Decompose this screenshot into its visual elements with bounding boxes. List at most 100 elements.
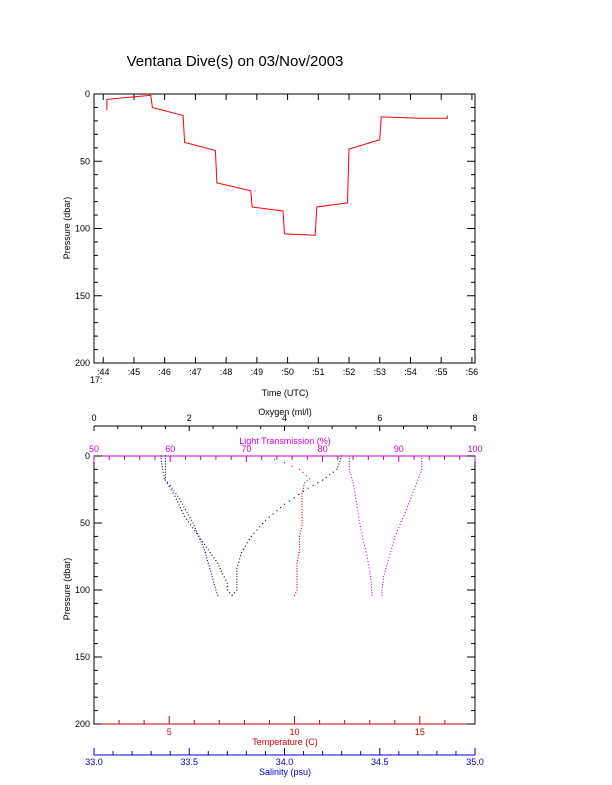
- light_transmission-point: [371, 586, 373, 588]
- oxygen-point: [268, 516, 270, 518]
- top-y-tick-label: 50: [80, 156, 90, 166]
- oxygen-point: [246, 542, 248, 544]
- top-x-tick-label: :49: [251, 367, 264, 377]
- light_transmission-point: [383, 573, 385, 575]
- light_transmission-point: [361, 535, 363, 537]
- oxygen-point: [183, 515, 186, 517]
- light_transmission-point: [382, 584, 384, 586]
- light_transmission-point: [385, 568, 387, 570]
- light_transmission-point: [393, 538, 395, 541]
- light_transmission-point: [354, 494, 356, 496]
- light-transmission-tick-label: 90: [394, 444, 404, 454]
- top-y-tick-label: 150: [75, 291, 90, 301]
- salinity-point: [173, 490, 175, 492]
- light_transmission-point: [409, 500, 411, 502]
- salinity-point: [204, 551, 206, 554]
- oxygen-point: [236, 578, 238, 580]
- oxygen-point: [298, 494, 300, 496]
- temperature-point: [283, 462, 286, 464]
- oxygen-point: [229, 592, 231, 594]
- temperature-point: [301, 525, 303, 527]
- salinity-point: [161, 466, 163, 468]
- light_transmission-point: [366, 554, 368, 556]
- light-transmission-tick-label: 70: [241, 444, 251, 454]
- oxygen-point: [259, 526, 261, 528]
- temperature-point: [291, 465, 293, 467]
- oxygen-point: [164, 479, 166, 481]
- temperature-point: [298, 538, 301, 540]
- top-x-ticks: :44:45:46:47:48:49:50:51:52:53:54:55:56: [97, 94, 478, 377]
- oxygen-point: [202, 541, 204, 543]
- salinity-point: [205, 554, 207, 556]
- light_transmission-point: [390, 550, 392, 552]
- light-transmission-axis-label: Light Transmission (%): [239, 436, 331, 446]
- oxygen-point: [211, 554, 213, 556]
- oxygen-point: [272, 513, 274, 515]
- oxygen-point: [164, 474, 166, 476]
- salinity-point: [161, 463, 163, 465]
- temperature-point: [301, 495, 303, 497]
- salinity-point: [184, 509, 186, 511]
- salinity-point: [210, 573, 212, 575]
- top-x-tick-label: :52: [343, 367, 356, 377]
- light_transmission-point: [381, 589, 383, 591]
- light_transmission-point: [348, 466, 350, 468]
- temperature-point: [293, 594, 296, 597]
- oxygen-point: [164, 460, 166, 462]
- oxygen-point: [312, 484, 314, 487]
- light_transmission-point: [353, 488, 355, 490]
- oxygen-point: [185, 518, 188, 520]
- light_transmission-point: [389, 553, 391, 555]
- oxygen-point: [239, 558, 241, 560]
- temperature-point: [296, 570, 298, 572]
- salinity-point: [180, 501, 182, 503]
- salinity-point: [192, 522, 194, 524]
- salinity-point: [209, 568, 211, 570]
- salinity-point: [171, 487, 173, 489]
- light_transmission-point: [421, 458, 423, 460]
- light_transmission-point: [381, 586, 383, 588]
- oxygen-tick-label: 0: [91, 413, 96, 423]
- light_transmission-point: [406, 506, 409, 508]
- oxygen-tick-label: 8: [472, 413, 477, 423]
- temperature-point: [301, 509, 303, 511]
- light_transmission-point: [351, 476, 353, 478]
- salinity-point: [175, 492, 177, 495]
- light_transmission-point: [352, 482, 354, 484]
- light_transmission-point: [420, 471, 422, 473]
- temperature-point: [302, 487, 304, 489]
- oxygen-point: [166, 482, 168, 484]
- salinity-point: [208, 565, 210, 567]
- light_transmission-point: [398, 526, 400, 529]
- light-transmission-ticks: 50 60 70 80 90 100: [89, 444, 483, 462]
- oxygen-point: [223, 576, 225, 578]
- oxygen-point: [238, 561, 240, 563]
- oxygen-point: [178, 504, 180, 506]
- oxygen-point: [241, 551, 243, 554]
- oxygen-point: [226, 582, 228, 584]
- temperature-point: [296, 559, 299, 562]
- temperature-point: [300, 530, 302, 532]
- oxygen-point: [233, 592, 236, 594]
- oxygen-point: [215, 559, 217, 562]
- oxygen-point: [236, 586, 238, 588]
- light_transmission-point: [348, 463, 350, 465]
- oxygen-point: [236, 581, 238, 583]
- temperature-point: [296, 584, 298, 586]
- pressure-time-chart: Pressure (dbar) Time (UTC) 17: 0 50 100 150…: [62, 89, 478, 398]
- oxygen-point: [172, 492, 174, 494]
- light_transmission-point: [399, 523, 401, 526]
- light_transmission-point: [404, 511, 406, 514]
- oxygen-axis-label: Oxygen (ml/l): [258, 407, 312, 417]
- salinity-point: [202, 546, 204, 548]
- temperature-point: [263, 455, 265, 457]
- bottom-plot-frame: [93, 455, 476, 725]
- temperature-point: [301, 511, 303, 513]
- temperature-point: [301, 519, 303, 521]
- light_transmission-point: [382, 581, 384, 583]
- light_transmission-point: [381, 592, 383, 594]
- chart-title: Ventana Dive(s) on 03/Nov/2003: [127, 53, 344, 70]
- top-x-tick-label: :54: [404, 367, 417, 377]
- temperature-point: [306, 480, 308, 482]
- salinity-point: [194, 527, 196, 530]
